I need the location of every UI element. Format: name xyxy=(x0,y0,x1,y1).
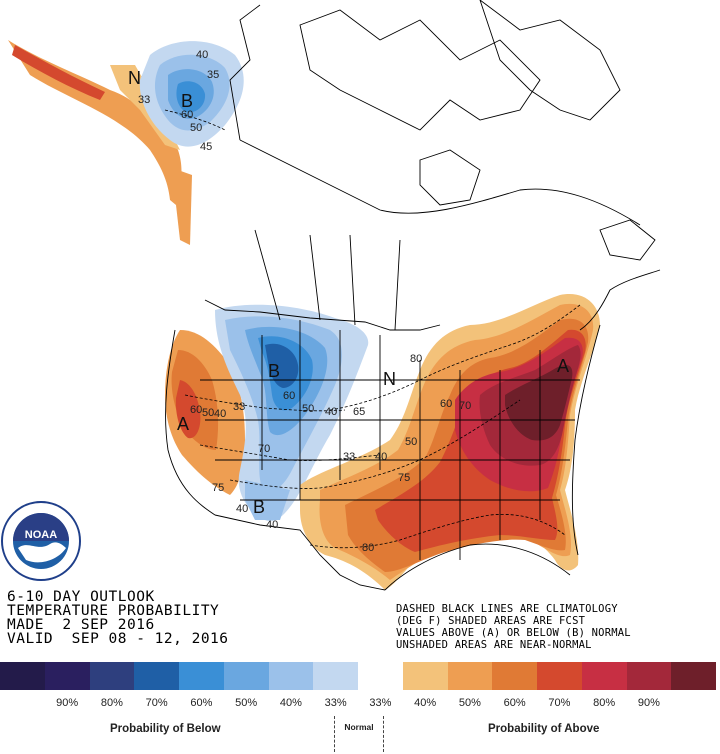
region-letter-california-above: A xyxy=(177,414,189,434)
legend-swatch xyxy=(89,662,135,690)
legend-swatch xyxy=(537,662,582,690)
legend-swatch xyxy=(223,662,269,690)
note-line: (DEG F) SHADED AREAS ARE FCST xyxy=(396,615,586,627)
legend-label: 40% xyxy=(414,697,437,709)
legend-above-caption: Probability of Above xyxy=(488,723,600,735)
contour-label: 40 xyxy=(236,503,248,515)
legend-label: 33% xyxy=(324,697,347,709)
legend-label: 80% xyxy=(593,697,616,709)
contour-label: 50 xyxy=(302,403,314,415)
legend-swatch xyxy=(0,662,45,690)
legend-below-caption: Probability of Below xyxy=(110,723,221,735)
contour-label: 60 xyxy=(440,398,452,410)
geographic-outlines xyxy=(165,0,661,591)
legend-label: 40% xyxy=(279,697,302,709)
legend-normal-caption: Normal xyxy=(344,722,374,732)
legend-label: 80% xyxy=(100,697,123,709)
contour-label: 33 xyxy=(233,401,245,413)
contour-label: 40 xyxy=(325,406,337,418)
legend-swatch xyxy=(492,662,537,690)
region-letter-plains-normal: N xyxy=(383,369,396,389)
legend-swatch xyxy=(44,662,90,690)
west-above-region xyxy=(165,330,245,495)
legend-swatch xyxy=(179,662,224,690)
contour-label: 50 xyxy=(190,122,202,134)
contour-label: 40 xyxy=(214,408,226,420)
region-letter-southwest-below: B xyxy=(253,497,265,517)
legend-label: 60% xyxy=(190,697,213,709)
contour-label: 75 xyxy=(398,472,410,484)
note-line: DASHED BLACK LINES ARE CLIMATOLOGY xyxy=(396,603,618,615)
legend-swatch xyxy=(671,662,716,690)
contour-label: 33 xyxy=(138,94,150,106)
noaa-logo: NOAA xyxy=(1,501,81,581)
central-below-region xyxy=(215,304,369,522)
contour-label: 80 xyxy=(410,353,422,365)
outlook-map: B B B A A N N 35 40 33 60 50 45 50 60 40… xyxy=(8,0,661,591)
contour-label: 80 xyxy=(362,542,374,554)
title-line: 6-10 DAY OUTLOOK xyxy=(7,589,155,605)
legend-label: 33% xyxy=(369,697,392,709)
legend-swatch xyxy=(402,662,448,690)
title-line: MADE 2 SEP 2016 xyxy=(7,617,155,633)
legend-label: 90% xyxy=(56,697,79,709)
legend-swatch xyxy=(358,662,403,690)
legend-swatch xyxy=(626,662,672,690)
legend-label: 70% xyxy=(548,697,571,709)
note-line: VALUES ABOVE (A) OR BELOW (B) NORMAL xyxy=(396,627,631,639)
contour-label: 75 xyxy=(212,482,224,494)
contour-label: 40 xyxy=(266,519,278,531)
contour-label: 35 xyxy=(207,69,219,81)
legend-swatch xyxy=(313,662,358,690)
contour-label: 70 xyxy=(459,400,471,412)
region-letter-rockies-below: B xyxy=(268,361,280,381)
contour-labels: 35 40 33 60 50 45 50 60 40 33 60 50 40 6… xyxy=(138,49,471,554)
region-letter-alaska-normal: N xyxy=(128,68,141,88)
legend-label: 90% xyxy=(637,697,660,709)
legend-label: 60% xyxy=(503,697,526,709)
legend-swatch xyxy=(268,662,314,690)
contour-label: 50 xyxy=(202,407,214,419)
east-above-region xyxy=(300,294,600,590)
legend-swatch xyxy=(447,662,493,690)
climatology-lines xyxy=(164,109,581,549)
noaa-logo-text: NOAA xyxy=(25,529,57,541)
legend-label: 50% xyxy=(458,697,481,709)
legend-label: 70% xyxy=(145,697,168,709)
outlook-title-block: 6-10 DAY OUTLOOK TEMPERATURE PROBABILITY… xyxy=(7,589,229,647)
contour-label: 60 xyxy=(190,404,202,416)
contour-label: 40 xyxy=(375,451,387,463)
legend-label: 50% xyxy=(235,697,258,709)
legend-normal-box: Normal xyxy=(334,716,384,752)
contour-label: 60 xyxy=(181,109,193,121)
title-line: VALID SEP 08 - 12, 2016 xyxy=(7,631,229,647)
contour-label: 40 xyxy=(196,49,208,61)
region-letter-alaska-below: B xyxy=(181,91,193,111)
alaska-below-region xyxy=(139,41,244,147)
note-line: UNSHADED AREAS ARE NEAR-NORMAL xyxy=(396,639,592,651)
title-line: TEMPERATURE PROBABILITY xyxy=(7,603,220,619)
contour-label: 70 xyxy=(258,443,270,455)
contour-label: 65 xyxy=(353,406,365,418)
notes-block: DASHED BLACK LINES ARE CLIMATOLOGY (DEG … xyxy=(396,603,631,651)
contour-label: 45 xyxy=(200,141,212,153)
legend-color-bar xyxy=(0,662,716,690)
contour-label: 60 xyxy=(283,390,295,402)
contour-label: 50 xyxy=(405,436,417,448)
region-letter-northeast-above: A xyxy=(557,356,569,376)
legend-swatch xyxy=(134,662,179,690)
legend-swatch xyxy=(581,662,627,690)
contour-label: 33 xyxy=(343,451,355,463)
legend-labels: 90% 80% 70% 60% 50% 40% 33% 33% 40% 50% 60% 70% 80% 9… xyxy=(0,697,716,713)
